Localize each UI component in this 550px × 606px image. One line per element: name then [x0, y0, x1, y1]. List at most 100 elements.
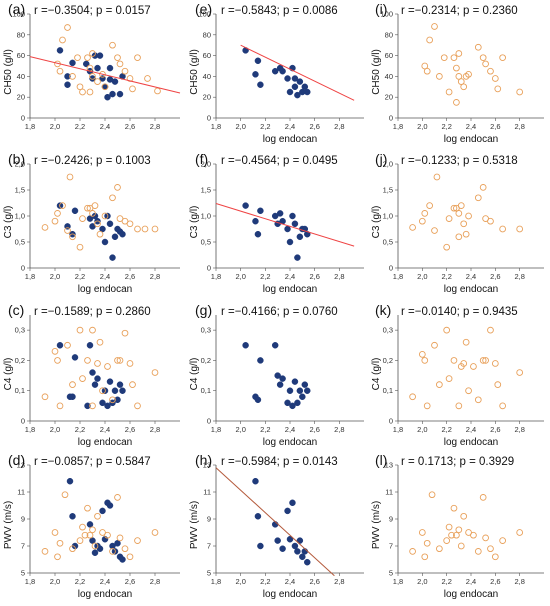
correlation-stat: r =−0.4166; p = 0.0760	[221, 306, 338, 318]
data-point-open	[59, 36, 66, 44]
data-point-open	[116, 357, 124, 364]
x-tick-label: 2,6	[309, 425, 319, 434]
data-point-filled	[257, 207, 264, 215]
data-point-open	[109, 41, 116, 49]
x-axis-label: log endocan	[78, 589, 133, 600]
data-point-open	[114, 494, 121, 501]
data-point-filled	[119, 230, 126, 238]
data-point-open	[460, 512, 468, 520]
correlation-stat: r =−0.5843; p = 0.0086	[221, 5, 338, 17]
data-point-open	[516, 225, 524, 233]
data-point-open	[109, 548, 116, 555]
y-axis-label: PWV (m/s)	[189, 501, 200, 549]
data-point-open	[89, 210, 96, 217]
x-tick-label: 2,6	[125, 272, 135, 281]
data-point-open	[494, 85, 502, 93]
data-point-open	[450, 504, 458, 512]
data-point-open	[450, 54, 458, 62]
x-tick-label: 2,6	[125, 577, 135, 586]
data-point-open	[54, 210, 61, 217]
data-point-filled	[291, 75, 299, 82]
data-point-open	[41, 224, 49, 231]
data-point-filled	[299, 553, 306, 561]
data-point-filled	[106, 220, 114, 228]
y-tick-label: 1,0	[15, 212, 25, 221]
data-point-filled	[257, 357, 264, 364]
x-tick-label: 2,0	[417, 122, 427, 131]
y-tick-label: 100	[198, 10, 211, 19]
data-point-open	[51, 217, 59, 225]
x-tick-label: 1,8	[25, 425, 35, 434]
data-point-open	[94, 512, 101, 520]
x-axis-label: log endocan	[263, 437, 318, 448]
correlation-stat: r =−0.4564; p = 0.0495	[221, 155, 338, 167]
data-point-filled	[94, 64, 101, 72]
data-point-open	[470, 531, 477, 539]
x-tick-label: 2,8	[334, 272, 344, 281]
data-point-open	[96, 338, 104, 346]
data-point-open	[86, 531, 94, 539]
data-point-filled	[271, 67, 279, 75]
data-point-open	[499, 225, 506, 233]
y-tick-label: 40	[385, 72, 393, 81]
data-point-open	[482, 357, 489, 364]
y-tick-label: 13	[17, 461, 25, 470]
y-tick-label: 0,2	[383, 356, 393, 365]
data-point-filled	[109, 254, 116, 261]
data-point-open	[134, 54, 141, 62]
data-point-filled	[279, 545, 286, 552]
x-tick-label: 2,8	[150, 577, 160, 586]
data-point-open	[455, 402, 463, 410]
x-tick-label: 2,2	[260, 425, 270, 434]
data-point-open	[69, 73, 76, 80]
y-tick-label: 7	[21, 542, 25, 551]
data-point-open	[431, 23, 438, 30]
data-point-open	[64, 227, 71, 234]
x-tick-label: 1,8	[393, 425, 403, 434]
data-point-open	[134, 225, 141, 233]
data-point-open	[457, 202, 465, 209]
data-point-filled	[56, 342, 64, 349]
y-tick-label: 60	[203, 51, 211, 60]
data-point-open	[479, 357, 487, 364]
data-point-filled	[99, 399, 106, 407]
x-tick-label: 2,4	[466, 577, 476, 586]
x-tick-label: 1,8	[25, 272, 35, 281]
y-tick-label: 0,3	[383, 326, 393, 335]
panel-letter: (l)	[375, 452, 387, 468]
data-point-open	[440, 54, 448, 62]
data-point-filled	[69, 513, 76, 520]
data-point-filled	[119, 556, 126, 563]
x-tick-label: 2,0	[417, 272, 427, 281]
scatter-panel-h: 1,8 2,0 2,2 2,4 2,6 2,8 5 7 9 11 13 log endocan PWV …	[189, 452, 364, 600]
y-tick-label: 20	[17, 93, 25, 102]
x-tick-label: 2,0	[417, 577, 427, 586]
y-tick-label: 80	[203, 30, 211, 39]
data-point-open	[423, 67, 431, 75]
x-tick-label: 2,2	[441, 122, 451, 131]
data-point-open	[418, 217, 426, 225]
data-point-filled	[284, 507, 291, 515]
data-point-open	[56, 402, 64, 410]
y-tick-label: 11	[385, 488, 393, 497]
y-tick-label: 1,0	[201, 212, 211, 221]
data-point-open	[144, 75, 151, 82]
correlation-stat: r =−0.1233; p = 0.5318	[401, 155, 518, 167]
x-tick-label: 1,8	[211, 577, 221, 586]
y-axis-label: C4 (g/l)	[3, 358, 14, 391]
y-tick-label: 20	[203, 93, 211, 102]
data-point-filled	[104, 402, 111, 410]
data-point-open	[59, 202, 66, 209]
data-point-open	[494, 381, 502, 389]
x-tick-label: 2,4	[466, 425, 476, 434]
x-axis-label: log endocan	[444, 437, 499, 448]
data-point-open	[114, 357, 121, 364]
y-tick-label: 0,3	[201, 326, 211, 335]
x-tick-label: 2,4	[285, 272, 295, 281]
data-point-filled	[254, 396, 262, 404]
y-tick-label: 0	[389, 264, 393, 273]
y-tick-label: 0	[21, 264, 25, 273]
data-point-open	[89, 402, 96, 410]
data-point-filled	[89, 75, 96, 82]
data-point-open	[455, 210, 463, 217]
